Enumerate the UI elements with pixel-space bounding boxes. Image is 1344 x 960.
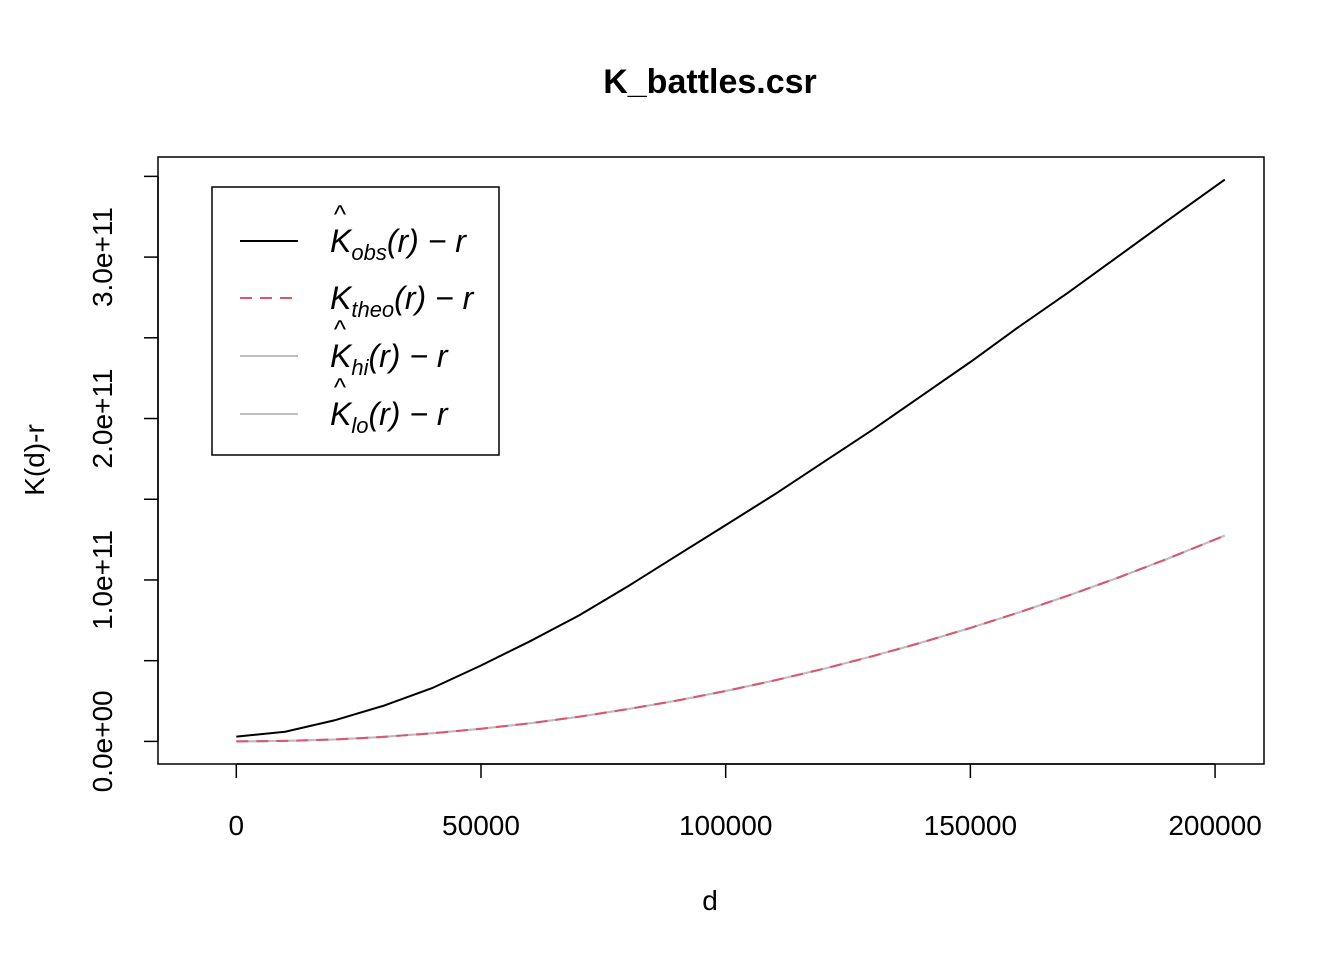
legend-label-hi: Khi(r) − r <box>330 338 449 380</box>
legend-label-theo: Ktheo(r) − r <box>330 280 475 322</box>
legend-label-obs: Kobs(r) − r <box>330 223 467 265</box>
x-tick-label: 200000 <box>1168 810 1261 841</box>
legend-box <box>211 186 500 456</box>
y-tick-label: 0.0e+00 <box>87 690 118 792</box>
legend-hat-obs: ^ <box>334 199 347 229</box>
series-line-obs <box>236 178 1226 738</box>
y-tick-label: 2.0e+11 <box>87 369 118 469</box>
x-tick-label: 0 <box>229 810 245 841</box>
series-line-lo <box>236 534 1226 743</box>
chart-title: K_battles.csr <box>603 63 817 101</box>
x-tick-label: 100000 <box>679 810 772 841</box>
x-tick-label: 150000 <box>924 810 1017 841</box>
series-line-theo <box>236 534 1226 743</box>
series-line-hi <box>236 534 1226 743</box>
legend-hat-lo: ^ <box>334 372 347 402</box>
series-layer <box>236 178 1226 743</box>
x-axis-label: d <box>702 885 718 916</box>
x-axis: 0 50000 100000 150000 200000 <box>229 763 1262 841</box>
legend-label-lo: Klo(r) − r <box>330 396 449 438</box>
y-axis-label: K(d)-r <box>19 424 50 496</box>
y-tick-label: 3.0e+11 <box>87 207 118 307</box>
y-axis: 0.0e+00 1.0e+11 2.0e+11 3.0e+11 <box>87 175 159 792</box>
x-tick-label: 50000 <box>442 810 520 841</box>
y-tick-label: 1.0e+11 <box>87 530 118 630</box>
legend-hat-hi: ^ <box>334 314 347 344</box>
